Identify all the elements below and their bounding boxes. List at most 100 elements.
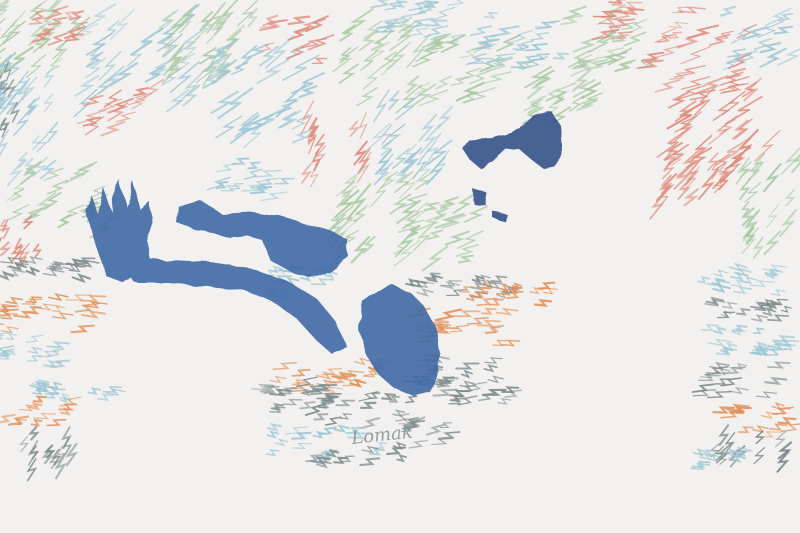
hatch-stroke: [30, 418, 43, 427]
hatch-stroke: [572, 78, 596, 98]
hatch-stroke: [0, 92, 7, 108]
hatch-stroke: [100, 120, 126, 137]
hatch-stroke: [64, 164, 95, 184]
hatch-stroke: [231, 157, 250, 165]
hatch-stroke: [29, 445, 40, 460]
hatch-stroke: [690, 462, 711, 471]
hand-holding-cup: [360, 286, 440, 396]
hatch-stroke: [484, 357, 503, 364]
hatch-stroke: [382, 123, 406, 148]
hatch-stroke: [717, 311, 736, 319]
hatch-stroke: [388, 395, 401, 403]
hatch-stroke: [581, 92, 603, 108]
hatch-stroke: [418, 113, 438, 142]
hatch-stroke: [70, 324, 95, 334]
hatch-stroke: [0, 219, 11, 240]
hatch-stroke: [426, 229, 444, 240]
hatch-stroke: [715, 153, 730, 170]
hatch-stroke: [653, 44, 685, 59]
hatch-stroke: [415, 280, 435, 289]
hatch-stroke: [256, 58, 290, 85]
hatch-stroke: [321, 367, 343, 376]
hatch-stroke: [0, 129, 10, 157]
hatch-stroke: [707, 152, 719, 171]
hatch-stroke: [492, 339, 508, 347]
hatch-stroke: [348, 120, 360, 137]
hatch-stroke: [692, 389, 717, 397]
hatch-stroke: [389, 193, 412, 215]
hatch-stroke: [182, 84, 201, 107]
hatch-stroke: [534, 21, 555, 28]
hatch-stroke: [424, 132, 442, 167]
hatch-stroke: [388, 90, 400, 111]
hatch-stroke: [751, 314, 768, 323]
hatch-stroke: [90, 185, 106, 199]
hatch-stroke: [85, 32, 113, 56]
hatch-stroke: [40, 159, 57, 180]
hatch-stroke: [45, 5, 69, 19]
hatch-stroke: [43, 93, 54, 113]
hatch-stroke: [5, 204, 30, 222]
hatch-stroke: [480, 307, 497, 315]
hatch-stroke: [628, 18, 648, 34]
hatch-stroke: [315, 371, 339, 380]
hatch-stroke: [767, 361, 791, 369]
hatch-stroke: [252, 107, 286, 131]
hatch-stroke: [77, 109, 107, 125]
hatch-stroke: [402, 147, 423, 175]
hatch-stroke: [449, 325, 469, 333]
hatch-stroke: [689, 89, 716, 101]
hatch-stroke: [596, 51, 628, 66]
hatch-stroke: [431, 149, 450, 180]
hatch-stroke: [476, 319, 501, 327]
hatch-stroke: [497, 398, 512, 405]
hatch-stroke: [729, 386, 749, 395]
hatch-stroke: [27, 425, 40, 441]
hatch-stroke: [269, 406, 286, 413]
hatch-stroke: [0, 331, 11, 340]
hatch-stroke: [0, 256, 21, 264]
hatch-stroke: [763, 230, 782, 256]
hatch-stroke: [457, 254, 475, 264]
hatch-stroke: [393, 240, 421, 267]
hatch-stroke: [361, 445, 379, 454]
hatch-stroke: [98, 98, 122, 112]
hatch-stroke: [741, 81, 758, 98]
hatch-stroke: [58, 392, 70, 401]
hatch-stroke: [766, 204, 779, 229]
hatch-stroke: [452, 310, 481, 318]
hatch-stroke: [529, 286, 544, 295]
hatch-stroke: [68, 10, 85, 21]
hatch-stroke: [362, 235, 376, 254]
hatch-stroke: [0, 270, 14, 281]
hatch-stroke: [490, 275, 508, 283]
hatch-stroke: [354, 357, 371, 366]
hatch-stroke: [346, 426, 364, 435]
hatch-stroke: [440, 196, 459, 210]
hatch-stroke: [460, 369, 473, 379]
hatch-stroke: [614, 9, 637, 20]
hatch-stroke: [719, 118, 736, 135]
hatch-stroke: [560, 14, 584, 26]
hatch-stroke: [663, 141, 684, 161]
hatch-stroke: [737, 426, 754, 434]
hatch-stroke: [677, 6, 706, 14]
hatch-stroke: [441, 279, 462, 287]
hatch-stroke: [611, 0, 626, 6]
hatch-stroke: [334, 189, 360, 218]
hatch-stroke: [194, 10, 220, 41]
hatch-stroke: [15, 77, 31, 108]
hatch-stroke: [614, 59, 636, 73]
hatch-stroke: [29, 381, 50, 390]
hatch-stroke: [247, 7, 259, 28]
sleeve-cuff: [176, 200, 348, 278]
hatch-stroke: [496, 288, 517, 296]
hatch-stroke: [326, 448, 340, 458]
hatch-stroke: [291, 384, 314, 392]
hatch-stroke: [580, 81, 602, 100]
hatch-stroke: [709, 443, 720, 458]
hatch-stroke: [307, 124, 317, 155]
hatch-stroke: [686, 146, 713, 168]
hatch-stroke: [338, 63, 360, 84]
hatch-stroke: [46, 121, 59, 143]
